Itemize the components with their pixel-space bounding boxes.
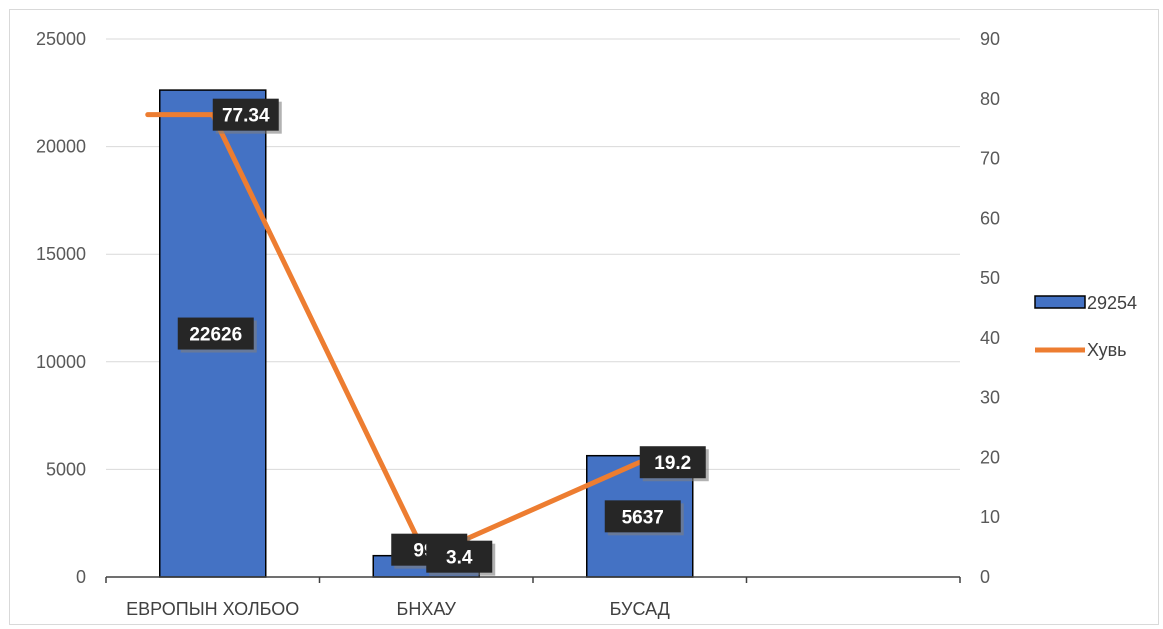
y-left-tick-label: 5000 — [46, 459, 86, 479]
data-label-text: 77.34 — [222, 106, 270, 127]
y-right-tick-label: 70 — [980, 149, 1000, 169]
chart-frame: 0 5000 10000 15000 20000 25000 0 10 20 30 40 50 60 70… — [9, 9, 1159, 625]
line-series — [145, 112, 643, 560]
x-category-label: БУСАД — [610, 599, 670, 619]
y-right-tick-label: 10 — [980, 507, 1000, 527]
line-data-label: 3.4 — [426, 540, 496, 576]
line-series-path — [145, 112, 643, 560]
bar-data-label: 22626 — [177, 317, 257, 353]
y-right-tick-label: 50 — [980, 268, 1000, 288]
axes: 0 5000 10000 15000 20000 25000 0 10 20 30 40 50 60 70… — [36, 29, 1000, 619]
x-category-label: БНХАУ — [397, 599, 457, 619]
line-data-label: 19.2 — [639, 446, 709, 482]
data-label-text: 3.4 — [446, 548, 473, 569]
y-left-tick-label: 0 — [76, 567, 86, 587]
y-left-tick-label: 10000 — [36, 352, 86, 372]
data-label-text: 19.2 — [654, 453, 691, 474]
y-left-tick-label: 15000 — [36, 244, 86, 264]
data-label-box — [212, 98, 279, 131]
y-right-tick-label: 0 — [980, 567, 990, 587]
data-label-box — [639, 446, 706, 479]
legend: 29254 Хувь — [1034, 293, 1137, 360]
x-category-label: ЕВРОПЫН ХОЛБОО — [126, 599, 299, 619]
y-right-tick-label: 80 — [980, 89, 1000, 109]
y-right-tick-label: 20 — [980, 447, 1000, 467]
legend-label-line: Хувь — [1087, 340, 1127, 360]
data-labels: 22626991563777.343.419.2 — [177, 98, 709, 576]
line-data-label: 77.34 — [212, 98, 282, 134]
y-left-tick-label: 25000 — [36, 29, 86, 49]
y-left-tick-label: 20000 — [36, 137, 86, 157]
data-label-box — [426, 540, 493, 573]
data-label-text: 22626 — [189, 325, 242, 346]
data-label-text: 5637 — [622, 507, 664, 528]
y-right-tick-label: 40 — [980, 328, 1000, 348]
legend-bar-swatch — [1034, 295, 1086, 309]
bar-data-label: 5637 — [604, 500, 684, 536]
legend-label-bar: 29254 — [1087, 293, 1137, 313]
y-right-tick-label: 60 — [980, 208, 1000, 228]
y-right-tick-label: 90 — [980, 29, 1000, 49]
data-label-box — [177, 317, 254, 350]
y-right-tick-label: 30 — [980, 388, 1000, 408]
combo-chart: 0 5000 10000 15000 20000 25000 0 10 20 30 40 50 60 70… — [36, 29, 1137, 619]
data-label-box — [604, 500, 681, 533]
